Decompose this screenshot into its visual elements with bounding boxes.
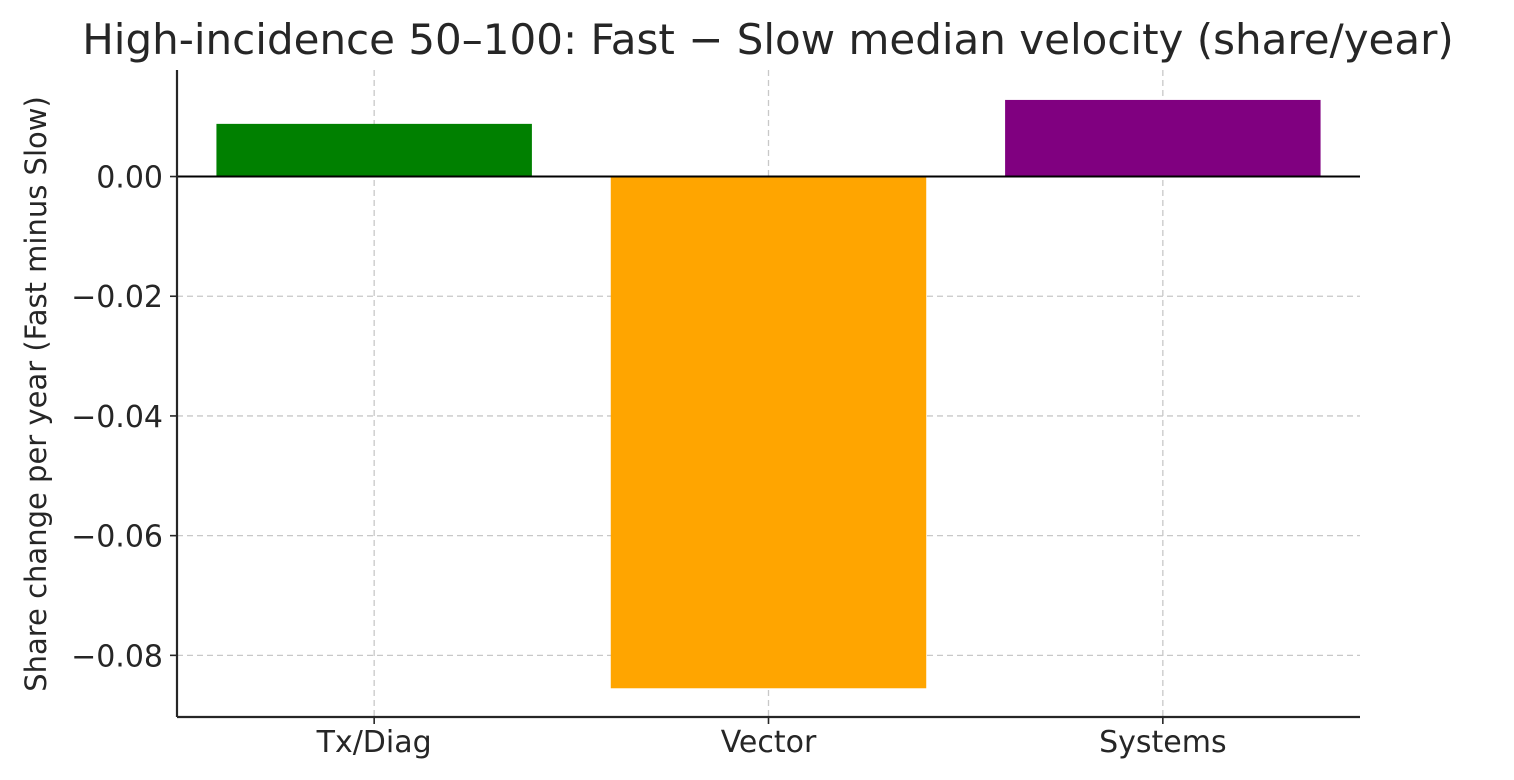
bar-vector bbox=[610, 176, 927, 689]
y-axis-label: Share change per year (Fast minus Slow) bbox=[19, 96, 53, 692]
x-tick-label: Vector bbox=[721, 725, 817, 760]
y-tick-label: −0.08 bbox=[71, 639, 163, 674]
y-tick-label: −0.02 bbox=[71, 280, 163, 315]
chart-title: High-incidence 50–100: Fast − Slow media… bbox=[82, 15, 1454, 64]
bar-systems bbox=[1005, 99, 1321, 177]
x-tick-label: Tx/Diag bbox=[316, 725, 432, 760]
bars bbox=[216, 99, 1321, 689]
bar-tx-diag bbox=[216, 123, 532, 177]
y-tick-label: −0.06 bbox=[71, 520, 163, 555]
y-tick-label: −0.04 bbox=[71, 400, 163, 435]
y-tick-label: 0.00 bbox=[96, 161, 163, 196]
y-axis-ticks: 0.00 −0.02 −0.04 −0.06 −0.08 bbox=[71, 161, 177, 674]
x-axis-ticks: Tx/Diag Vector Systems bbox=[316, 717, 1227, 760]
x-tick-label: Systems bbox=[1099, 725, 1227, 760]
